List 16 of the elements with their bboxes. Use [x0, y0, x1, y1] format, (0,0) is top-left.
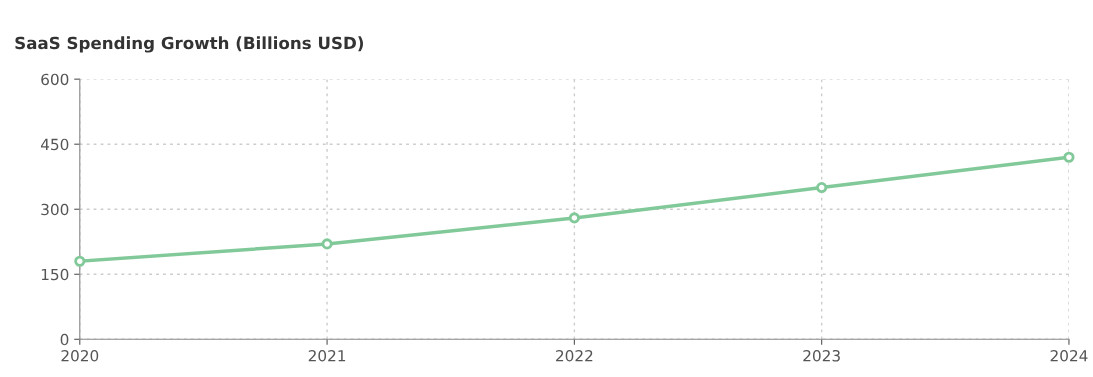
point [816, 182, 828, 194]
x-tick-label: 2022 [556, 349, 593, 362]
y-tick-label: 450 [40, 138, 69, 151]
x-tick-label: 2024 [1050, 349, 1088, 362]
chart-title: SaaS Spending Growth (Billions USD) [15, 36, 363, 53]
y-tick-label: 300 [41, 203, 69, 216]
y-tick-label: 0 [60, 333, 69, 346]
y-tick-label: 150 [41, 268, 69, 281]
x-tick-label: 2021 [308, 349, 346, 362]
point [1063, 151, 1075, 163]
point [568, 212, 580, 224]
y-tick-label: 600 [41, 73, 69, 86]
point [321, 238, 333, 250]
x-tick-label: 2023 [803, 349, 840, 362]
point [74, 255, 86, 267]
x-tick-label: 2020 [61, 349, 99, 362]
